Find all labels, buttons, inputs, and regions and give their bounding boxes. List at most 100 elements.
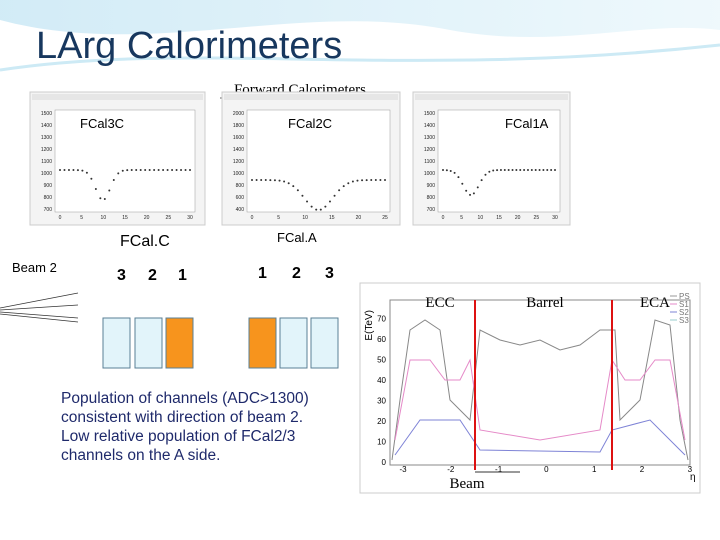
tick-label: 1000 <box>424 171 435 177</box>
tick-label: 1400 <box>424 123 435 129</box>
plot-point <box>108 189 111 192</box>
plot-point <box>503 169 506 172</box>
plot-point <box>121 169 124 172</box>
plot-area <box>246 109 391 213</box>
plot-point <box>526 169 529 171</box>
tick-label: 1300 <box>424 135 435 141</box>
y-tick-label: 0 <box>382 458 387 467</box>
plot-point <box>351 180 354 183</box>
region-label: Barrel <box>526 295 563 311</box>
plot-point <box>374 179 377 182</box>
plot-point <box>550 169 553 171</box>
plot-point <box>511 169 514 172</box>
plot-point <box>449 169 452 172</box>
plot-point <box>130 169 133 172</box>
note-line: consistent with direction of beam 2. <box>61 409 303 426</box>
plot-point <box>542 169 545 171</box>
plot-point <box>292 185 295 188</box>
tick-label: 900 <box>427 183 436 189</box>
plot-point <box>347 182 350 185</box>
plot-point <box>315 208 318 211</box>
plot-point <box>189 169 191 171</box>
plot-point <box>112 179 115 182</box>
plot-point <box>278 179 281 182</box>
plot-point <box>507 169 510 172</box>
plot-point <box>534 169 537 171</box>
curve <box>394 358 686 441</box>
tick-label: 10 <box>101 215 107 221</box>
plot-point <box>469 193 472 196</box>
plot-point <box>472 192 475 195</box>
module-number: 1 <box>178 267 187 284</box>
plot-point <box>139 169 142 172</box>
plot-point <box>523 169 526 171</box>
plot-point <box>273 179 276 182</box>
tick-label: 600 <box>236 195 245 201</box>
plot-point <box>480 179 483 182</box>
legend-label: S3 <box>679 316 689 325</box>
plot-point <box>384 179 386 182</box>
tick-label: 20 <box>515 215 521 221</box>
y-axis-label: E(TeV) <box>364 310 375 341</box>
plot-point <box>519 169 522 171</box>
plot-point <box>148 169 151 171</box>
module-number: 2 <box>148 267 157 284</box>
plot-point <box>76 169 79 172</box>
plot-point <box>457 176 460 179</box>
tick-label: 20 <box>356 215 362 221</box>
tick-label: 1200 <box>233 159 244 165</box>
plot-point <box>492 169 495 172</box>
note-line: channels on the A side. <box>61 447 220 464</box>
plot-point <box>496 169 499 172</box>
plot-point <box>379 179 382 182</box>
plot-point <box>283 180 286 183</box>
tick-label: 400 <box>236 207 245 213</box>
tick-label: 20 <box>144 215 150 221</box>
plot-point <box>99 197 102 200</box>
plot-point <box>72 169 75 172</box>
plot-point <box>94 187 97 190</box>
y-tick-label: 40 <box>377 376 386 385</box>
plot-point <box>166 169 169 171</box>
plot-point <box>465 189 468 192</box>
plot-point <box>356 179 359 182</box>
y-tick-label: 10 <box>377 438 386 447</box>
tick-label: 2000 <box>233 111 244 117</box>
plot-point <box>67 169 70 172</box>
title: LArg Calorimeters <box>36 25 342 67</box>
plot-point <box>287 182 290 185</box>
plot-point <box>310 205 313 208</box>
tick-label: 0 <box>59 215 62 221</box>
plot-point <box>476 186 479 189</box>
plot-point <box>306 200 309 203</box>
swirl <box>0 43 720 72</box>
x-tick-label: 0 <box>544 465 549 474</box>
beam-label: Beam <box>450 476 485 492</box>
plot-point <box>319 208 322 211</box>
tick-label: 800 <box>44 195 53 201</box>
tick-label: 5 <box>460 215 463 221</box>
y-tick-label: 30 <box>377 397 386 406</box>
tick-label: 0 <box>251 215 254 221</box>
x-tick-label: -1 <box>495 465 503 474</box>
tick-label: 15 <box>122 215 128 221</box>
tick-label: 25 <box>382 215 388 221</box>
y-tick-label: 50 <box>377 356 386 365</box>
x-tick-label: 1 <box>592 465 597 474</box>
plot-point <box>90 177 93 180</box>
plot-point <box>269 179 272 182</box>
plot-point <box>264 179 267 182</box>
plot-point <box>554 169 556 171</box>
tick-label: 5 <box>80 215 83 221</box>
side-c-label: FCal.C <box>120 233 170 250</box>
beam-lines <box>0 292 79 323</box>
plot-point <box>153 169 156 171</box>
tick-label: 700 <box>427 207 436 213</box>
region-label: ECA <box>640 295 670 311</box>
y-tick-label: 20 <box>377 417 386 426</box>
plot-area <box>437 109 561 213</box>
plot-point <box>488 170 491 173</box>
plot-point <box>296 189 299 192</box>
plot-header <box>224 94 398 100</box>
legend-label: S1 <box>679 300 689 309</box>
